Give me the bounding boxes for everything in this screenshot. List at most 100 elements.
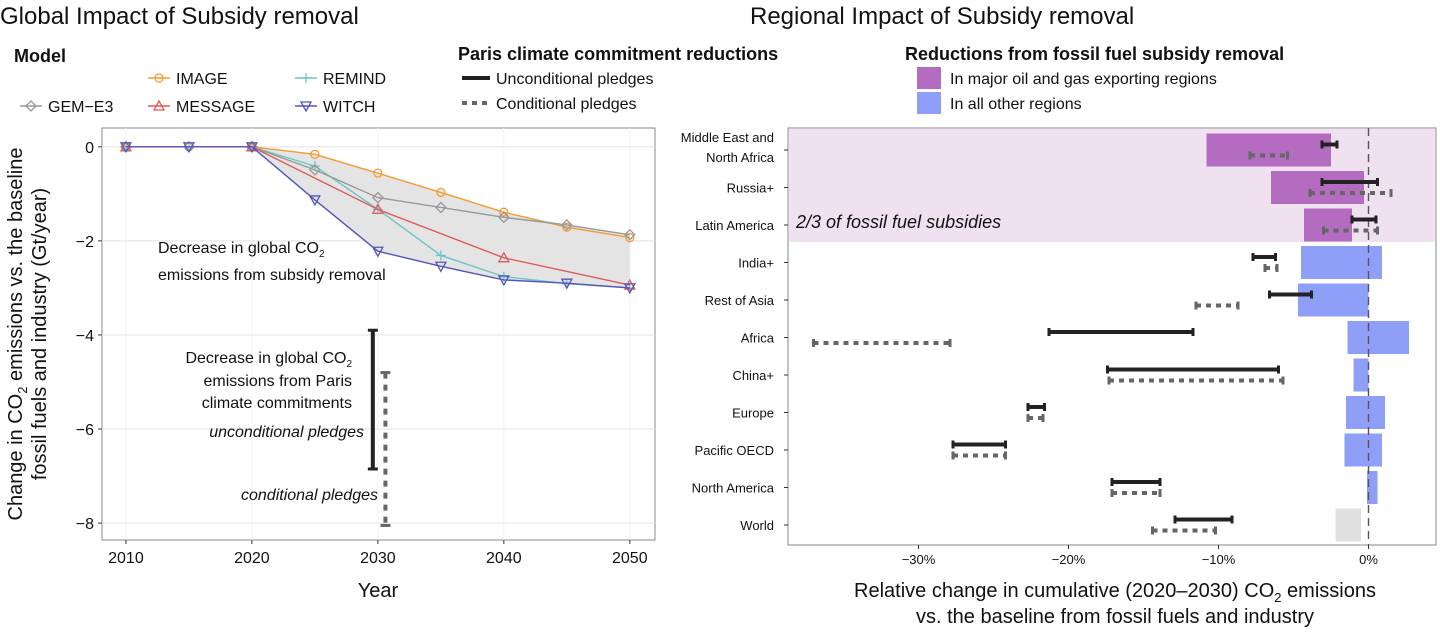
left-y-axis-title: Change in CO2 emissions vs. the baseline… bbox=[5, 148, 51, 521]
region-bar bbox=[1367, 471, 1378, 504]
region-label: World bbox=[740, 518, 774, 533]
region-bar bbox=[1206, 133, 1331, 167]
y-tick-label: 0 bbox=[85, 140, 94, 157]
conditional-annotation: conditional pledges bbox=[241, 487, 378, 504]
legend-label: GEM−E3 bbox=[48, 99, 113, 116]
x-tick-label: 0% bbox=[1359, 552, 1378, 567]
data-point-image bbox=[373, 168, 383, 178]
unconditional-annotation: unconditional pledges bbox=[209, 424, 364, 441]
region-label: China+ bbox=[732, 368, 774, 383]
data-point-gem-e3 bbox=[497, 211, 510, 224]
right-x-axis-title-line2: vs. the baseline from fossil fuels and i… bbox=[916, 606, 1314, 628]
x-tick-label: 2050 bbox=[612, 550, 648, 567]
x-tick-label: 2030 bbox=[360, 550, 396, 567]
y-tick-label: −8 bbox=[76, 516, 94, 533]
region-label: Latin America bbox=[695, 218, 775, 233]
data-point-remind bbox=[435, 250, 446, 261]
left-axes: 0 −2 −4 −6 −8 2010 2020 2030 2040 2050 bbox=[76, 140, 648, 567]
subsidy-annotation-line2: emissions from subsidy removal bbox=[158, 267, 386, 284]
highlight-annotation: 2/3 of fossil fuel subsidies bbox=[795, 212, 1001, 232]
paris-annotation-line1: Decrease in global CO2 bbox=[185, 350, 352, 370]
data-point-gem-e3 bbox=[623, 228, 636, 241]
data-point-message bbox=[371, 203, 384, 215]
series-line-witch bbox=[125, 146, 630, 289]
data-point-gem-e3 bbox=[434, 201, 447, 214]
region-label: India+ bbox=[738, 256, 774, 271]
right-chart-title: Regional Impact of Subsidy removal bbox=[750, 3, 1134, 30]
data-point-gem-e3 bbox=[308, 163, 321, 176]
data-point-witch bbox=[245, 142, 259, 154]
region-label: North Africa bbox=[706, 150, 775, 165]
region-bar bbox=[1301, 246, 1382, 279]
region-bar bbox=[1298, 283, 1369, 317]
region-label: Russia+ bbox=[727, 181, 774, 196]
region-bar bbox=[1304, 208, 1352, 242]
subsidy-removal-range-area bbox=[251, 146, 630, 288]
subsidy-annotation-line1: Decrease in global CO2 bbox=[158, 240, 325, 260]
legend-label-other: In all other regions bbox=[950, 96, 1082, 113]
left-chart-title: Global Impact of Subsidy removal bbox=[0, 3, 359, 30]
legend-label-oil: In major oil and gas exporting regions bbox=[950, 71, 1217, 88]
data-point-witch bbox=[182, 142, 196, 154]
x-tick-label: 2040 bbox=[486, 550, 522, 567]
data-point-image bbox=[436, 187, 446, 198]
model-series bbox=[119, 140, 636, 295]
data-point-gem-e3 bbox=[560, 218, 573, 231]
paris-legend-label-conditional: Conditional pledges bbox=[496, 96, 637, 113]
data-point-witch bbox=[308, 195, 321, 207]
legend-marker bbox=[152, 99, 166, 111]
left-plot: Decrease in global CO2 emissions from su… bbox=[101, 127, 656, 541]
data-point-witch bbox=[371, 246, 384, 258]
region-label: Middle East and bbox=[681, 130, 774, 145]
x-tick-label: 2010 bbox=[108, 550, 144, 567]
reduction-legend-title: Reductions from fossil fuel subsidy remo… bbox=[905, 44, 1284, 64]
right-axes: Middle East and North Africa Russia+ Latin … bbox=[681, 130, 1379, 567]
region-label: Pacific OECD bbox=[695, 443, 774, 458]
data-point-witch bbox=[434, 261, 447, 273]
legend-label: REMIND bbox=[323, 71, 386, 88]
region-label: Europe bbox=[732, 406, 774, 421]
data-point-witch bbox=[623, 283, 636, 295]
legend-marker bbox=[301, 73, 311, 83]
legend-label: MESSAGE bbox=[176, 99, 255, 116]
region-label: North America bbox=[692, 481, 775, 496]
data-point-message bbox=[497, 251, 510, 263]
paris-annotation-line3: climate commitments bbox=[202, 395, 352, 412]
legend-marker bbox=[154, 73, 164, 83]
region-bar bbox=[1344, 433, 1382, 467]
legend-label: WITCH bbox=[323, 99, 375, 116]
data-point-image bbox=[625, 232, 635, 243]
legend-label: IMAGE bbox=[176, 71, 228, 88]
region-bar bbox=[1347, 321, 1409, 354]
x-tick-label: −20% bbox=[1052, 552, 1086, 567]
right-x-axis-title-line1: Relative change in cumulative (2020–2030… bbox=[854, 580, 1376, 605]
region-label: Africa bbox=[741, 331, 775, 346]
legend-marker bbox=[25, 100, 37, 112]
y-tick-label: −2 bbox=[76, 234, 94, 251]
region-bar bbox=[1353, 358, 1369, 392]
y-tick-label: −6 bbox=[76, 422, 94, 439]
y-tick-label: −4 bbox=[76, 328, 94, 345]
right-plot: 2/3 of fossil fuel subsidies bbox=[787, 127, 1437, 546]
x-tick-label: 2020 bbox=[234, 550, 270, 567]
region-bar bbox=[1335, 508, 1361, 542]
paris-annotation-line2: emissions from Paris bbox=[204, 373, 352, 390]
data-point-gem-e3 bbox=[371, 191, 384, 204]
region-label: Rest of Asia bbox=[705, 293, 775, 308]
data-point-message bbox=[623, 278, 636, 290]
data-point-image bbox=[562, 222, 572, 232]
data-point-image bbox=[310, 149, 320, 159]
region-bar bbox=[1271, 171, 1364, 204]
y-axis-title-line2: fossil fuels and industry (Gt/year) bbox=[29, 188, 51, 480]
model-legend-title: Model bbox=[14, 46, 66, 66]
data-point-image bbox=[499, 207, 509, 217]
data-point-witch bbox=[560, 278, 573, 290]
region-bar bbox=[1346, 396, 1385, 429]
legend-swatch-other bbox=[917, 92, 941, 114]
paris-bars bbox=[367, 328, 391, 527]
data-point-witch bbox=[497, 275, 510, 287]
legend-marker bbox=[299, 101, 313, 113]
data-point-witch bbox=[119, 142, 133, 154]
y-axis-title-line1: Change in CO2 emissions vs. the baseline bbox=[5, 148, 30, 521]
